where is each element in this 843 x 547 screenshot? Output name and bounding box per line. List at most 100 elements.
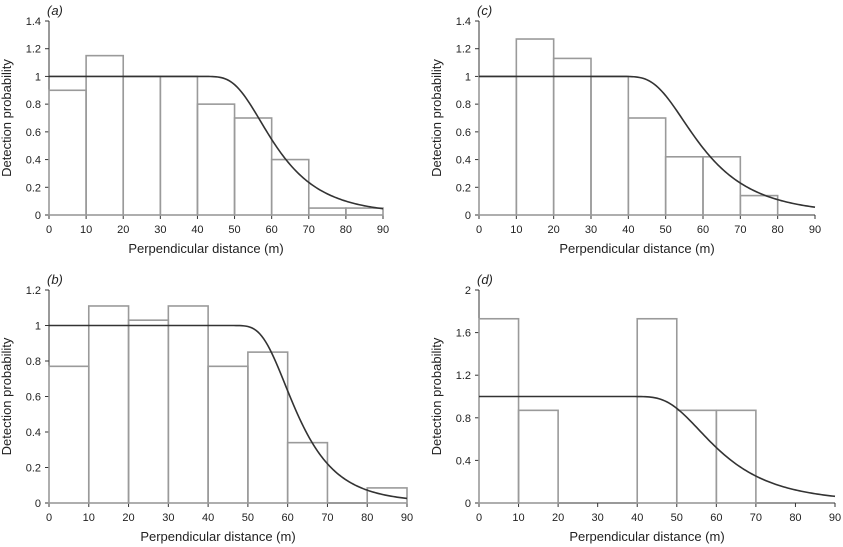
histogram-bar	[702, 156, 742, 216]
y-tick-label: 1.4	[26, 16, 41, 28]
histogram-bar	[207, 365, 249, 504]
histogram-bar	[286, 441, 329, 504]
x-tick-label: 10	[510, 224, 522, 236]
y-tick-label: 0.2	[26, 463, 41, 475]
x-tick-label: 60	[266, 224, 278, 236]
y-tick-label: 0	[465, 210, 471, 222]
x-tick-label: 20	[122, 512, 134, 524]
y-tick-label: 0.8	[456, 99, 471, 111]
histogram-bar	[715, 409, 757, 504]
y-tick-label: 0.6	[26, 392, 41, 404]
x-tick-label: 30	[592, 512, 604, 524]
x-tick-label: 90	[401, 512, 413, 524]
histogram-bar	[552, 57, 592, 216]
x-axis-label: Perpendicular distance (m)	[559, 241, 714, 256]
x-tick-label: 50	[660, 224, 672, 236]
x-tick-label: 90	[829, 512, 841, 524]
y-tick-label: 1.2	[26, 44, 41, 56]
panel-label: (c)	[477, 3, 492, 18]
y-tick-label: 0.8	[456, 413, 471, 425]
y-tick-label: 0	[35, 498, 41, 510]
x-tick-label: 40	[631, 512, 643, 524]
y-axis-label: Detection probability	[0, 59, 14, 177]
x-tick-label: 70	[303, 224, 315, 236]
chart-panel: 0 0.2 0.4 0.6 0.8 1 1.2 1.4 0 10 20 30 40 50 60 70 80 90 (…	[0, 3, 389, 256]
y-tick-label: 1.6	[456, 328, 471, 340]
detection-curve	[49, 324, 408, 500]
y-tick-label: 1	[35, 71, 41, 83]
x-tick-label: 80	[789, 512, 801, 524]
histogram-bar	[48, 89, 87, 216]
x-tick-label: 10	[80, 224, 92, 236]
histogram-bar	[675, 409, 718, 504]
x-tick-label: 20	[552, 512, 564, 524]
x-tick-label: 0	[476, 512, 482, 524]
x-tick-label: 90	[809, 224, 821, 236]
y-axis-label: Detection probability	[429, 337, 444, 455]
x-tick-label: 30	[162, 512, 174, 524]
x-axis-label: Perpendicular distance (m)	[128, 241, 283, 256]
x-tick-label: 40	[202, 512, 214, 524]
x-tick-label: 10	[512, 512, 524, 524]
histogram-bar	[127, 319, 170, 504]
histogram-bar	[196, 103, 236, 216]
histogram-bar	[307, 207, 347, 216]
x-axis-label: Perpendicular distance (m)	[569, 529, 724, 544]
y-tick-label: 0.4	[456, 155, 471, 167]
x-tick-label: 0	[46, 512, 52, 524]
x-tick-label: 70	[750, 512, 762, 524]
y-tick-label: 0.4	[456, 455, 471, 467]
histogram-bar	[122, 75, 162, 216]
y-tick-label: 0	[465, 498, 471, 510]
histogram-bar	[159, 75, 199, 216]
histogram-bar	[478, 317, 520, 504]
x-tick-label: 80	[340, 224, 352, 236]
x-tick-label: 0	[476, 224, 482, 236]
y-tick-label: 1.2	[26, 285, 41, 297]
panel-label: (d)	[477, 272, 493, 287]
y-tick-label: 0	[35, 210, 41, 222]
y-tick-label: 0.4	[26, 155, 41, 167]
detection-curve	[49, 75, 384, 210]
histogram-bar	[739, 194, 779, 216]
y-tick-label: 0.2	[26, 182, 41, 194]
x-tick-label: 50	[242, 512, 254, 524]
x-tick-label: 20	[117, 224, 129, 236]
histogram-bar	[247, 351, 289, 504]
histogram-bar	[233, 117, 273, 216]
histogram-bar	[517, 409, 559, 504]
x-tick-label: 80	[361, 512, 373, 524]
histogram-bar	[48, 365, 90, 504]
x-tick-label: 90	[377, 224, 389, 236]
y-tick-label: 2	[465, 285, 471, 297]
y-tick-label: 1	[35, 321, 41, 333]
x-tick-label: 60	[282, 512, 294, 524]
histogram-bar	[627, 117, 667, 216]
chart-panel: 0 0.2 0.4 0.6 0.8 1 1.2 0 10 20 30 40 50 60 70 80 90 (b) P…	[0, 272, 413, 544]
histogram-bar	[167, 305, 209, 504]
panel-label: (a)	[47, 3, 63, 18]
y-tick-label: 0.6	[26, 127, 41, 139]
chart-panel: 00.40.81.21.620 10 20 30 40 50 60 70 80 90(d)Perp…	[429, 272, 841, 544]
histogram-bar	[664, 156, 704, 216]
histogram-bar	[270, 158, 310, 216]
histogram-bar	[345, 207, 384, 216]
histogram-bar	[478, 75, 518, 216]
histogram-bar	[636, 317, 678, 504]
x-tick-label: 40	[622, 224, 634, 236]
y-tick-label: 0.8	[26, 99, 41, 111]
x-tick-label: 80	[772, 224, 784, 236]
histogram-bar	[87, 305, 130, 504]
x-tick-label: 50	[671, 512, 683, 524]
y-tick-label: 1.2	[456, 44, 471, 56]
histogram-bar	[590, 75, 630, 216]
x-tick-label: 40	[191, 224, 203, 236]
x-tick-label: 10	[83, 512, 95, 524]
y-tick-label: 0.2	[456, 182, 471, 194]
x-tick-label: 60	[697, 224, 709, 236]
y-tick-label: 0.4	[26, 427, 41, 439]
y-axis-label: Detection probability	[0, 337, 14, 455]
y-tick-label: 1.2	[456, 370, 471, 382]
y-tick-label: 0.8	[26, 356, 41, 368]
